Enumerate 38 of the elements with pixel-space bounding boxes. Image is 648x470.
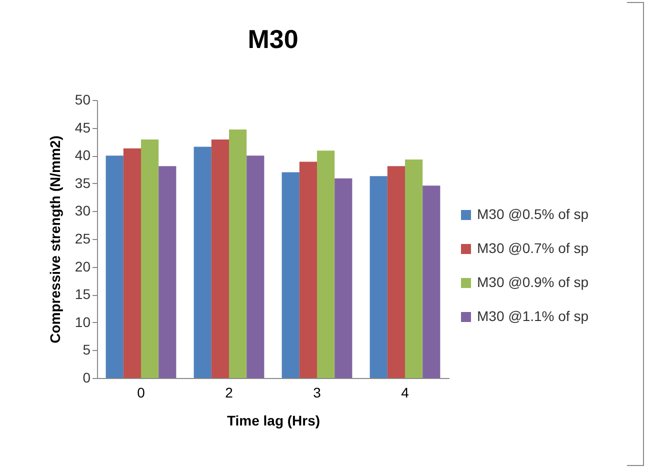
y-tick-label: 30 (74, 202, 91, 219)
legend-label: M30 @0.5% of sp (477, 206, 589, 222)
x-tick-label: 4 (401, 384, 410, 400)
y-tick-label: 25 (74, 230, 91, 246)
bar (422, 186, 440, 378)
legend-label: M30 @0.7% of sp (477, 240, 589, 256)
bar (282, 172, 300, 378)
bar (317, 150, 335, 378)
y-tick-label: 10 (74, 314, 91, 330)
y-axis-title: Compressive strength (N/mm2) (46, 136, 63, 344)
y-tick-label: 15 (74, 286, 91, 302)
bar (158, 166, 176, 378)
y-tick-label: 50 (74, 92, 91, 108)
y-tick-label: 35 (74, 174, 91, 191)
x-tick-label: 2 (225, 384, 234, 400)
bar (299, 162, 317, 378)
y-tick-label: 5 (82, 342, 91, 358)
bar (370, 176, 388, 378)
legend-label: M30 @0.9% of sp (477, 274, 589, 290)
x-tick-label: 0 (137, 384, 146, 400)
bar (246, 156, 264, 378)
bar (405, 159, 423, 378)
x-tick-label: 3 (313, 384, 322, 400)
x-axis-title: Time lag (Hrs) (226, 412, 320, 428)
bar (387, 166, 405, 378)
bar (334, 178, 352, 378)
legend-label: M30 @1.1% of sp (477, 308, 589, 324)
bar (123, 148, 141, 378)
bar (229, 129, 247, 378)
y-tick-label: 45 (74, 119, 91, 136)
y-tick-label: 20 (74, 258, 91, 274)
bar (211, 139, 229, 378)
y-tick-label: 0 (82, 370, 91, 386)
bar (141, 139, 159, 378)
bar (194, 146, 212, 378)
bar (106, 156, 124, 378)
chart-title: M30 (248, 24, 298, 54)
y-tick-label: 40 (74, 147, 91, 164)
